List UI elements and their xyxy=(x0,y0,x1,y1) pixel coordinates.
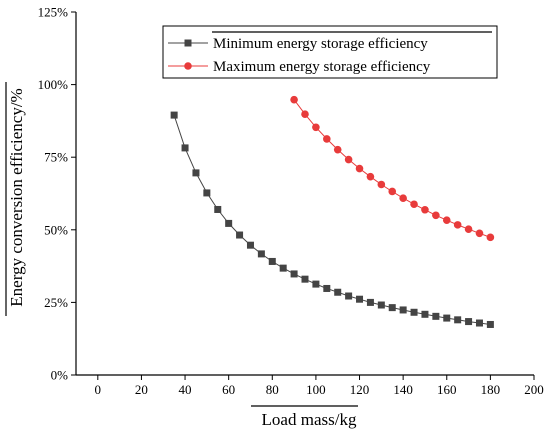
y-tick-label: 50% xyxy=(44,222,68,237)
x-tick-label: 0 xyxy=(95,382,102,397)
data-point xyxy=(388,187,397,196)
data-point xyxy=(366,298,374,306)
data-point xyxy=(279,264,287,272)
x-tick-label: 140 xyxy=(393,382,413,397)
axes: 0 20 40 60 80 100 120 140 160 180 200 0% 25% 50% 75% 10… xyxy=(5,5,544,407)
data-point xyxy=(399,306,407,314)
data-point xyxy=(486,320,494,328)
data-point xyxy=(257,250,265,258)
data-point xyxy=(443,314,451,322)
data-point xyxy=(214,205,222,213)
data-point xyxy=(290,270,298,278)
data-point xyxy=(475,229,484,238)
data-point xyxy=(344,155,353,164)
data-point xyxy=(236,231,244,239)
data-point xyxy=(225,219,233,227)
data-point xyxy=(399,194,407,202)
legend: Minimum energy storage efficiency Maximum… xyxy=(162,25,498,79)
x-tick-label: 160 xyxy=(437,382,457,397)
data-point xyxy=(323,284,331,292)
data-point xyxy=(356,295,364,303)
legend-label: Minimum energy storage efficiency xyxy=(213,36,428,52)
data-point xyxy=(333,145,342,154)
x-tick-label: 120 xyxy=(350,382,370,397)
data-point xyxy=(290,95,298,104)
data-point xyxy=(377,301,385,309)
data-point xyxy=(475,319,483,327)
data-point xyxy=(334,288,342,296)
x-tick-label: 20 xyxy=(135,382,148,397)
data-point xyxy=(410,308,418,316)
legend-swatch-marker xyxy=(184,39,192,47)
series-2 xyxy=(290,95,495,242)
data-point xyxy=(486,233,495,242)
legend-box xyxy=(162,25,498,79)
data-point xyxy=(345,292,353,300)
data-point xyxy=(432,312,440,320)
x-tick-label: 60 xyxy=(222,382,235,397)
series-1 xyxy=(170,111,494,328)
x-tick-label: 40 xyxy=(179,382,192,397)
data-point xyxy=(377,180,386,189)
legend-label: Maximum energy storage efficiency xyxy=(213,59,431,75)
data-point xyxy=(192,169,200,177)
data-point xyxy=(268,257,276,265)
data-point xyxy=(454,316,462,324)
data-point xyxy=(181,144,189,152)
data-point xyxy=(421,310,429,318)
data-point xyxy=(323,135,331,143)
data-point xyxy=(312,280,320,288)
x-tick-label: 200 xyxy=(524,382,544,397)
x-tick-label: 180 xyxy=(481,382,501,397)
x-axis-label: Load mass/kg xyxy=(262,410,357,429)
data-point xyxy=(203,189,211,197)
data-point xyxy=(421,205,429,214)
data-point xyxy=(432,211,440,220)
data-point xyxy=(246,241,254,249)
legend-item-2: Maximum energy storage efficiency xyxy=(168,59,431,75)
y-tick-label: 100% xyxy=(38,77,69,92)
data-point xyxy=(388,304,396,312)
data-point xyxy=(366,172,375,181)
x-tick-label: 80 xyxy=(266,382,279,397)
y-axis-label: Energy conversion efficiency/% xyxy=(7,88,26,306)
data-point xyxy=(170,111,178,119)
data-point xyxy=(464,225,473,234)
data-point xyxy=(312,123,320,132)
y-tick-label: 0% xyxy=(51,368,69,383)
x-tick-label: 100 xyxy=(306,382,326,397)
series-line xyxy=(173,114,491,325)
data-point xyxy=(301,275,309,283)
data-point xyxy=(410,200,418,209)
series-line xyxy=(293,99,491,238)
data-point xyxy=(355,164,364,173)
y-tick-label: 125% xyxy=(38,5,69,20)
data-point xyxy=(442,216,451,225)
y-tick-label: 25% xyxy=(44,295,68,310)
series-layer xyxy=(170,95,495,328)
data-point xyxy=(465,318,473,326)
data-point xyxy=(301,110,309,119)
data-point xyxy=(453,221,462,229)
y-tick-label: 75% xyxy=(44,150,68,165)
legend-swatch-marker xyxy=(184,62,192,70)
legend-item-1: Minimum energy storage efficiency xyxy=(168,31,492,52)
